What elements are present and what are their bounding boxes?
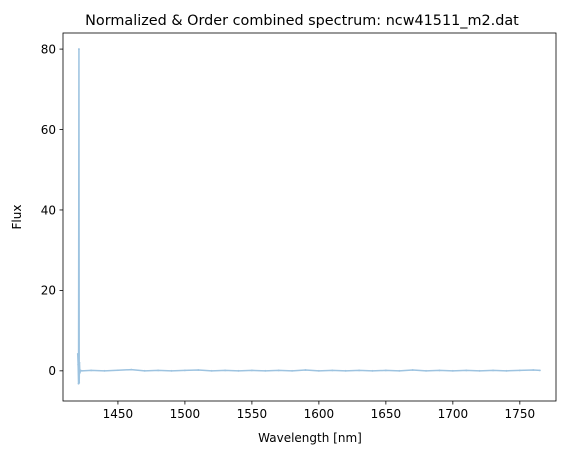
spectrum-data-point [103, 369, 106, 372]
spectrum-data-point [478, 369, 481, 372]
plot-frame [62, 32, 557, 402]
spectrum-data-point [277, 369, 280, 372]
x-tick-label: 1700 [438, 407, 469, 421]
spectrum-data-point [425, 369, 427, 372]
spectrum-data-point [492, 369, 494, 372]
spectrum-data-point [184, 369, 186, 372]
spectrum-data-point [411, 369, 414, 371]
y-tick-label: 80 [41, 42, 56, 56]
spectrum-data-point [170, 369, 173, 372]
spectrum-data-point [291, 369, 293, 372]
spectrum-data-point [331, 369, 334, 372]
spectrum-data-point [210, 369, 213, 372]
spectrum-data-point [505, 369, 508, 372]
plot-area [76, 48, 541, 385]
x-tick-label: 1500 [170, 407, 201, 421]
spectrum-series-line [76, 48, 540, 385]
spectrum-data-point [317, 369, 320, 372]
spectrum-data-point [304, 369, 307, 371]
chart-title: Normalized & Order combined spectrum: nc… [85, 13, 519, 29]
spectrum-data-point [90, 369, 93, 372]
y-axis-label: Flux [10, 205, 24, 230]
spectrum-data-point [250, 369, 253, 372]
spectrum-data-point [157, 369, 160, 372]
spectrum-data-point [532, 369, 535, 371]
spectrum-data-point [77, 363, 80, 366]
spectrum-data-point [78, 382, 81, 384]
y-tick-label: 60 [41, 123, 56, 137]
spectrum-data-point [358, 369, 360, 372]
spectrum-data-point [224, 369, 227, 372]
spectrum-data-point [76, 353, 79, 355]
spectrum-data-point [398, 369, 401, 372]
spectrum-data-point [80, 369, 83, 372]
spectrum-data-point [237, 369, 240, 372]
spectrum-data-point [78, 48, 80, 50]
x-tick-label: 1650 [371, 407, 402, 421]
spectrum-data-point [371, 369, 374, 372]
spectrum-data-point [264, 369, 267, 372]
spectrum-data-point [438, 369, 441, 372]
y-axis: 0 20 40 60 80 [41, 42, 63, 378]
spectrum-data-point [518, 369, 521, 372]
x-axis: 1450 1500 1550 1600 1650 1700 1750 [103, 401, 535, 421]
y-tick-label: 20 [41, 284, 56, 298]
spectrum-data-point [78, 361, 81, 364]
spectrum-data-point [344, 369, 347, 372]
spectrum-data-point [130, 368, 133, 371]
x-axis-label: Wavelength [nm] [258, 431, 362, 445]
spectrum-data-point [78, 371, 81, 374]
y-tick-label: 0 [48, 364, 56, 378]
spectrum-data-point [539, 369, 541, 372]
y-tick-label: 40 [41, 203, 56, 217]
spectrum-data-point [465, 369, 468, 372]
x-tick-label: 1600 [304, 407, 335, 421]
spectrum-data-point [384, 369, 387, 372]
x-tick-label: 1750 [505, 407, 536, 421]
x-tick-label: 1550 [237, 407, 268, 421]
x-tick-label: 1450 [103, 407, 134, 421]
spectrum-data-point [143, 369, 146, 372]
spectrum-data-point [197, 369, 200, 371]
spectrum-data-point [117, 369, 119, 372]
spectrum-data-point [451, 369, 454, 372]
